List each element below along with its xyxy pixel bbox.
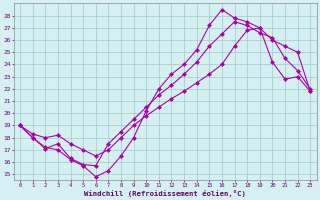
X-axis label: Windchill (Refroidissement éolien,°C): Windchill (Refroidissement éolien,°C) xyxy=(84,190,246,197)
